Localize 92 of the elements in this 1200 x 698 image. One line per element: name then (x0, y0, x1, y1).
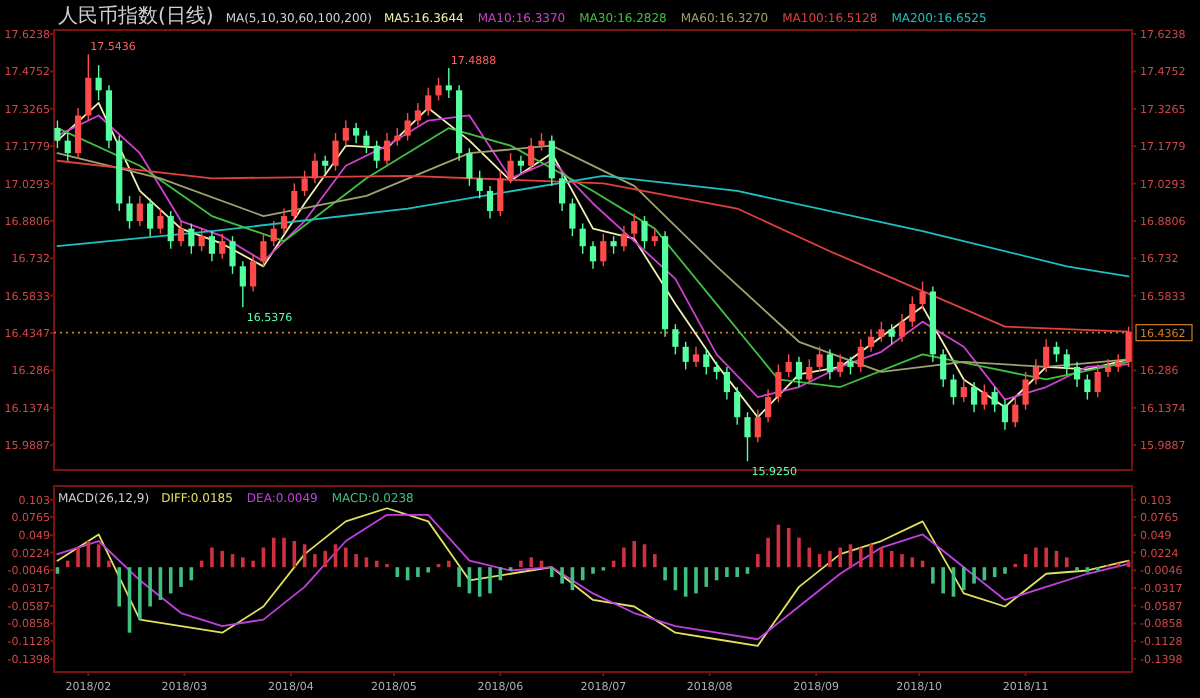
candlestick (888, 323, 895, 345)
candlestick (579, 222, 586, 255)
candlestick (332, 132, 339, 172)
candlestick (682, 341, 689, 371)
candlestick (342, 119, 349, 147)
candlestick (775, 363, 782, 403)
candlestick (229, 235, 236, 275)
candlestick (765, 388, 772, 423)
candlestick (353, 122, 360, 144)
candlestick (559, 172, 566, 212)
candlestick (219, 232, 226, 260)
candlestick (898, 313, 906, 343)
candlestick (1094, 363, 1101, 398)
candlestick (548, 134, 555, 187)
candlestick (867, 328, 875, 353)
candlestick (414, 102, 421, 127)
candlestick (445, 67, 452, 99)
candlestick (270, 220, 277, 247)
chart-title: 人民币指数(日线) (58, 4, 214, 28)
candlestick (497, 170, 504, 217)
candlestick (64, 132, 71, 162)
candlestick (466, 147, 473, 187)
candlestick (1084, 373, 1091, 401)
candlestick (837, 353, 844, 378)
candlestick (167, 210, 174, 250)
candlestick (631, 212, 638, 240)
candlestick (1001, 398, 1009, 431)
candlestick (425, 87, 432, 117)
candlestick (940, 348, 947, 388)
candlestick (620, 225, 627, 252)
candlestick (85, 53, 92, 122)
candlestick (1073, 361, 1081, 388)
candlestick (703, 348, 710, 376)
candlestick (311, 152, 319, 185)
candlestick (239, 260, 246, 308)
candlestick (177, 220, 185, 247)
candlestick (280, 207, 288, 235)
candlestick (806, 358, 813, 386)
candlestick (528, 137, 535, 172)
candlestick (126, 195, 133, 230)
candlestick (723, 366, 730, 401)
candlestick (795, 356, 803, 388)
candlestick (373, 139, 380, 169)
candlestick (74, 107, 82, 159)
candlestick (1063, 348, 1070, 376)
candlestick (486, 185, 494, 220)
candlestick (878, 320, 885, 343)
candlestick (188, 222, 195, 255)
line-series (56, 174, 1130, 278)
candlestick (363, 129, 370, 154)
candlestick (147, 197, 154, 237)
candlestick (1022, 371, 1029, 411)
candlestick (991, 386, 998, 413)
candlestick (136, 195, 143, 227)
candlestick (970, 381, 978, 413)
candlestick (383, 132, 391, 167)
candlestick (198, 227, 205, 252)
candlestick (208, 230, 216, 263)
candlestick (260, 232, 267, 268)
candlestick (909, 295, 916, 328)
candlestick (517, 155, 524, 175)
candlestick (960, 378, 967, 403)
candlestick (600, 232, 607, 268)
candlestick (826, 348, 833, 381)
candlestick (1053, 341, 1060, 363)
candlestick (1012, 396, 1019, 428)
candlestick (569, 197, 576, 237)
candlestick (785, 353, 792, 378)
candlestick (816, 346, 823, 373)
candlestick (672, 323, 679, 356)
candlestick (692, 346, 700, 368)
candlestick (1043, 338, 1050, 373)
candlestick (857, 338, 864, 373)
candlestick (754, 408, 761, 444)
candlestick (744, 411, 751, 462)
candlestick (919, 280, 926, 310)
candlestick (476, 170, 483, 200)
candlestick (981, 383, 988, 411)
candlestick (1104, 358, 1112, 378)
candlestick (95, 64, 102, 102)
candlestick (734, 386, 741, 426)
candlestick (301, 170, 308, 197)
candlestick (950, 373, 957, 406)
candlestick (291, 182, 298, 222)
candlestick (1032, 358, 1039, 386)
candlestick (435, 77, 442, 102)
candlestick (507, 152, 514, 185)
candlestick (404, 112, 411, 142)
candlestick (250, 253, 257, 293)
candlestick (641, 215, 648, 250)
candlestick (589, 240, 597, 270)
candlestick (157, 207, 164, 235)
